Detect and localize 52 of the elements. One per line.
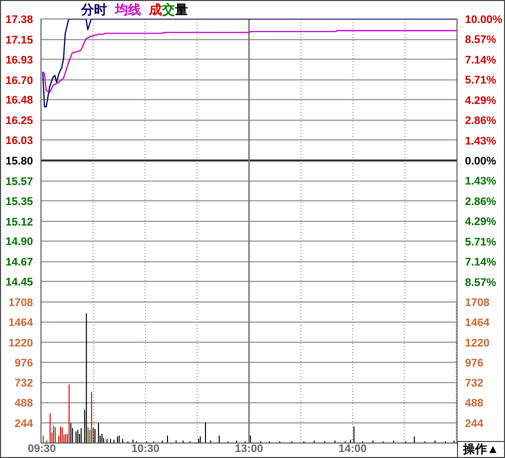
menu-button: 操作▲	[457, 441, 504, 457]
y2-tick-label: 5.71%	[465, 236, 496, 248]
series-label: 均线	[115, 2, 141, 17]
y2-tick-label: 1464	[465, 317, 490, 330]
y2-tick-label: 4.29%	[465, 216, 496, 228]
y-tick-label: 17.15	[5, 34, 33, 47]
text: 成交量	[149, 2, 188, 17]
y-tick-label: 16.25	[5, 115, 33, 128]
y-tick-label: 732	[14, 378, 33, 390]
y-tick-label: 15.35	[5, 196, 33, 208]
y-tick-label: 976	[14, 357, 33, 370]
y-tick-label: 14.45	[5, 276, 33, 288]
y2-tick-label: 1.43%	[465, 135, 496, 148]
y-tick-label: 488	[14, 398, 33, 410]
y2-tick-label: 976	[465, 357, 484, 370]
y2-tick-label: 8.57%	[465, 276, 496, 289]
y-tick-label: 244	[14, 418, 34, 430]
y-tick-label: 15.80	[5, 156, 33, 168]
y-tick-label: 1464	[8, 317, 34, 330]
y2-tick-label: 732	[465, 378, 484, 390]
y2-tick-label: 1708	[465, 297, 490, 309]
y-tick-label: 15.12	[5, 216, 33, 228]
y-tick-label: 16.03	[5, 134, 33, 147]
line-series	[42, 30, 458, 94]
y2-tick-label: 2.86%	[465, 196, 496, 208]
y2-tick-label: 488	[465, 398, 484, 410]
y2-tick-label: 1220	[465, 337, 490, 350]
y-tick-label: 15.57	[5, 176, 33, 188]
y-tick-label: 16.70	[5, 74, 33, 87]
y-tick-label: 17.38	[5, 14, 33, 26]
y-tick-label: 1220	[8, 337, 33, 350]
y2-tick-label: 4.29%	[465, 94, 496, 107]
y2-tick-label: 0.00%	[465, 156, 496, 168]
y2-tick-label: 7.14%	[465, 54, 496, 66]
y-tick-label: 14.67	[5, 256, 33, 269]
x-tick-label: 10:30	[131, 443, 160, 455]
line-series	[42, 19, 458, 108]
y2-tick-label: 7.14%	[465, 256, 496, 269]
y2-tick-label: 244	[465, 418, 484, 430]
series-label: 分时	[81, 2, 107, 17]
y2-tick-label: 8.57%	[465, 34, 496, 46]
y2-tick-label: 5.71%	[465, 74, 496, 87]
y-tick-label: 14.90	[5, 236, 33, 248]
x-tick-label: 13:00	[234, 443, 264, 455]
y-tick-label: 1708	[8, 297, 33, 309]
x-tick-label: 09:30	[28, 443, 56, 455]
y2-tick-label: 1.43%	[465, 176, 496, 188]
y2-tick-label: 2.86%	[465, 115, 496, 128]
y2-tick-label: 10.00%	[465, 14, 503, 26]
y-tick-label: 16.48	[5, 94, 33, 107]
x-tick-label: 14:00	[338, 443, 367, 455]
y-tick-label: 16.93	[5, 54, 33, 66]
